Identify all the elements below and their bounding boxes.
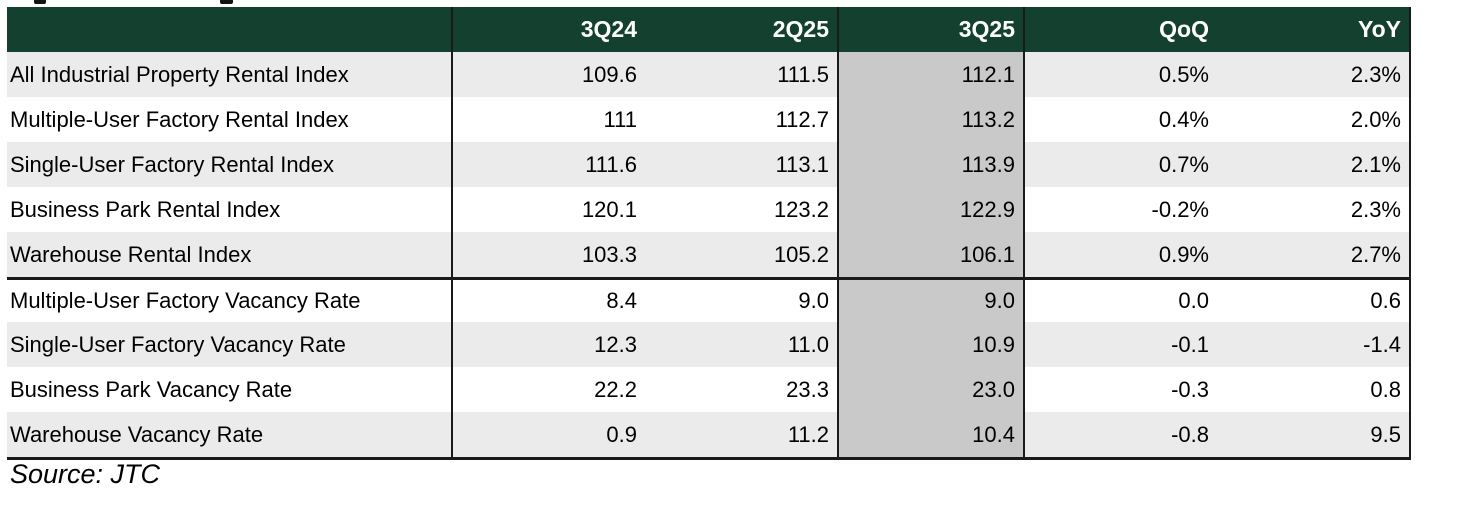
column-header-3q25: 3Q25 [837, 7, 1025, 52]
column-header-qoq: QoQ [1025, 7, 1217, 52]
cell-3q24: 111.6 [453, 142, 645, 187]
cell-yoy: 0.6 [1217, 280, 1411, 322]
cell-2q25: 9.0 [645, 280, 837, 322]
cell-3q24: 103.3 [453, 232, 645, 277]
cell-yoy: 2.1% [1217, 142, 1411, 187]
cell-2q25: 23.3 [645, 367, 837, 412]
column-header-3q24: 3Q24 [453, 7, 645, 52]
cell-3q24: 8.4 [453, 280, 645, 322]
table-header-row: 3Q24 2Q25 3Q25 QoQ YoY [7, 7, 1411, 52]
cell-qoq: 0.4% [1025, 97, 1217, 142]
row-label: Business Park Rental Index [7, 187, 453, 232]
cropped-text-descender [34, 0, 46, 4]
cell-2q25: 11.0 [645, 322, 837, 367]
cell-yoy: 2.3% [1217, 187, 1411, 232]
row-label: Multiple-User Factory Vacancy Rate [7, 280, 453, 322]
cell-qoq: 0.5% [1025, 52, 1217, 97]
cell-3q25: 112.1 [837, 52, 1025, 97]
cell-yoy: 9.5 [1217, 412, 1411, 457]
cell-qoq: 0.9% [1025, 232, 1217, 277]
cell-2q25: 123.2 [645, 187, 837, 232]
table-row: Single-User Factory Rental Index 111.6 113… [7, 142, 1411, 187]
cell-2q25: 113.1 [645, 142, 837, 187]
cell-3q24: 109.6 [453, 52, 645, 97]
row-label: Warehouse Rental Index [7, 232, 453, 277]
cell-qoq: -0.8 [1025, 412, 1217, 457]
cell-2q25: 11.2 [645, 412, 837, 457]
cell-yoy: 2.0% [1217, 97, 1411, 142]
cropped-text-descender [220, 0, 233, 4]
cell-qoq: -0.3 [1025, 367, 1217, 412]
header-row-label-spacer [7, 7, 453, 52]
cell-qoq: -0.1 [1025, 322, 1217, 367]
table-body: All Industrial Property Rental Index 109.… [7, 52, 1411, 460]
row-label: Business Park Vacancy Rate [7, 367, 453, 412]
cell-3q25: 122.9 [837, 187, 1025, 232]
table-row: Business Park Vacancy Rate 22.2 23.3 23.0 -0… [7, 367, 1411, 412]
cell-3q24: 12.3 [453, 322, 645, 367]
column-header-yoy: YoY [1217, 7, 1411, 52]
cell-yoy: 2.7% [1217, 232, 1411, 277]
cell-yoy: 0.8 [1217, 367, 1411, 412]
cell-3q25: 9.0 [837, 280, 1025, 322]
cell-2q25: 112.7 [645, 97, 837, 142]
cell-yoy: 2.3% [1217, 52, 1411, 97]
industrial-property-table: 3Q24 2Q25 3Q25 QoQ YoY All Industrial Proper… [7, 7, 1411, 460]
table-row: Multiple-User Factory Rental Index 111 112… [7, 97, 1411, 142]
table-row: Business Park Rental Index 120.1 123.2 122.… [7, 187, 1411, 232]
cell-qoq: 0.0 [1025, 280, 1217, 322]
row-label: Single-User Factory Vacancy Rate [7, 322, 453, 367]
cell-3q25: 10.9 [837, 322, 1025, 367]
row-label: All Industrial Property Rental Index [7, 52, 453, 97]
table-row: Warehouse Vacancy Rate 0.9 11.2 10.4 -0.8 9.5 [7, 412, 1411, 457]
cell-2q25: 111.5 [645, 52, 837, 97]
cell-qoq: -0.2% [1025, 187, 1217, 232]
row-label: Warehouse Vacancy Rate [7, 412, 453, 457]
cell-3q25: 23.0 [837, 367, 1025, 412]
table-row: All Industrial Property Rental Index 109.… [7, 52, 1411, 97]
cell-3q24: 120.1 [453, 187, 645, 232]
cell-yoy: -1.4 [1217, 322, 1411, 367]
table-row: Multiple-User Factory Vacancy Rate 8.4 9.0… [7, 277, 1411, 322]
table-row: Single-User Factory Vacancy Rate 12.3 11.0… [7, 322, 1411, 367]
cell-2q25: 105.2 [645, 232, 837, 277]
cell-3q25: 10.4 [837, 412, 1025, 457]
column-header-2q25: 2Q25 [645, 7, 837, 52]
cell-3q24: 0.9 [453, 412, 645, 457]
row-label: Multiple-User Factory Rental Index [7, 97, 453, 142]
table-row: Warehouse Rental Index 103.3 105.2 106.1 0.9… [7, 232, 1411, 277]
cell-3q25: 113.2 [837, 97, 1025, 142]
cell-3q25: 113.9 [837, 142, 1025, 187]
cell-3q24: 111 [453, 97, 645, 142]
source-note: Source: JTC [10, 459, 161, 489]
cell-qoq: 0.7% [1025, 142, 1217, 187]
row-label: Single-User Factory Rental Index [7, 142, 453, 187]
cell-3q24: 22.2 [453, 367, 645, 412]
cell-3q25: 106.1 [837, 232, 1025, 277]
